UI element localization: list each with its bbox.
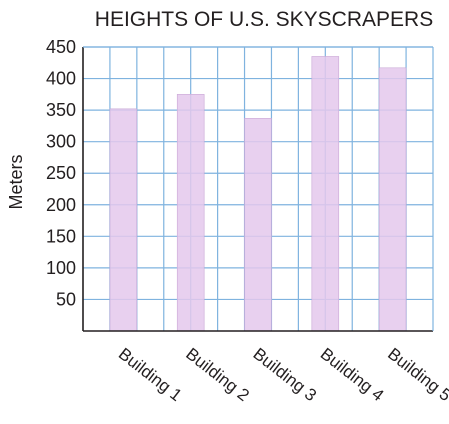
y-tick-labels: 50 100 150 200 250 300 350 400 450 [46, 37, 76, 309]
y-axis-label: Meters [6, 154, 26, 209]
bar-5 [378, 67, 407, 332]
x-tick-label: Building 4 [317, 344, 388, 405]
x-tick-label: Building 2 [182, 344, 253, 405]
chart-title: HEIGHTS OF U.S. SKYSCRAPERS [95, 8, 433, 31]
x-tick-label: Building 5 [384, 344, 449, 405]
y-tick-label: 50 [56, 289, 76, 309]
x-tick-label: Building 3 [250, 344, 321, 405]
y-tick-label: 350 [46, 100, 76, 120]
y-tick-label: 450 [46, 37, 76, 57]
axes [82, 46, 434, 332]
bar-3 [244, 118, 272, 332]
y-tick-label: 400 [46, 69, 76, 89]
bar-2 [176, 94, 205, 332]
y-tick-label: 150 [46, 226, 76, 246]
x-tick-label: Building 1 [115, 344, 186, 405]
y-tick-label: 200 [46, 195, 76, 215]
bar-1 [109, 108, 138, 332]
y-tick-label: 300 [46, 132, 76, 152]
bars [109, 56, 407, 332]
y-tick-label: 250 [46, 163, 76, 183]
bar-4 [311, 56, 340, 332]
y-tick-label: 100 [46, 258, 76, 278]
